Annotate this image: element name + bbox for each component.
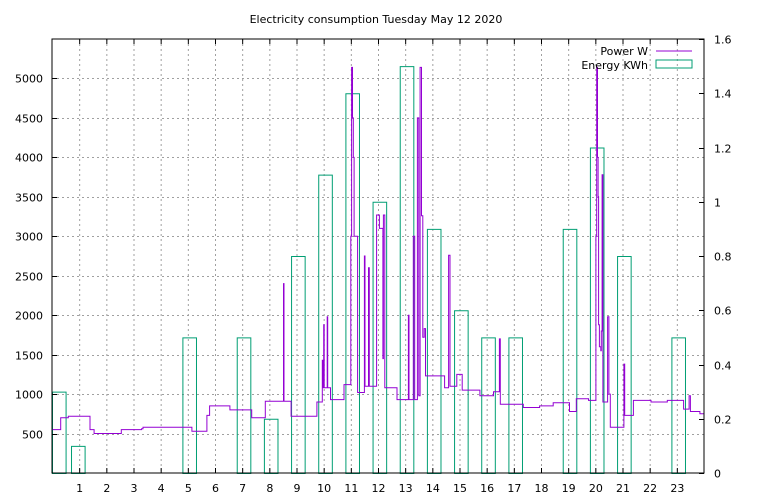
x-tick-label: 18	[535, 482, 549, 495]
energy-bar	[318, 174, 333, 474]
energy-bar	[263, 418, 279, 474]
x-tick-label: 20	[589, 482, 603, 495]
energy-bar	[236, 337, 252, 474]
y-left-tick-label: 2000	[15, 310, 43, 323]
x-tick-label: 6	[212, 482, 219, 495]
x-tick-label: 9	[294, 482, 301, 495]
y-left-tick-label: 1000	[15, 389, 43, 402]
x-tick-label: 8	[266, 482, 273, 495]
chart-title: Electricity consumption Tuesday May 12 2…	[250, 13, 503, 26]
y-left-tick-label: 4500	[15, 113, 43, 126]
y-right-tick-label: 0.6	[714, 305, 732, 318]
y-left-tick-label: 3500	[15, 192, 43, 205]
energy-bar	[182, 337, 197, 474]
x-tick-label: 19	[562, 482, 576, 495]
y-left-tick-label: 500	[22, 429, 43, 442]
energy-bar	[481, 337, 496, 474]
y-axis-left: 500 1000 1500 2000 2500 3000 3500 4000 4500 5000	[15, 73, 57, 442]
legend-label-energy: Energy KWh	[581, 59, 648, 72]
x-axis: 1 2 3 4 5 6 7 8 9 10 11 12 13 14 15 16 17 18 19 20 21 22 23	[76, 39, 684, 495]
x-tick-label: 2	[103, 482, 110, 495]
x-tick-label: 21	[616, 482, 630, 495]
energy-bar	[291, 256, 306, 474]
y-left-tick-label: 5000	[15, 73, 43, 86]
x-tick-label: 17	[507, 482, 521, 495]
x-tick-label: 12	[372, 482, 386, 495]
legend: Power W Energy KWh	[581, 45, 693, 72]
energy-bar	[52, 391, 67, 474]
x-tick-label: 13	[399, 482, 413, 495]
y-right-tick-label: 0.2	[714, 414, 732, 427]
y-right-tick-label: 0	[714, 468, 721, 481]
x-tick-label: 23	[670, 482, 684, 495]
energy-bar	[71, 445, 86, 474]
x-tick-label: 3	[131, 482, 138, 495]
x-tick-label: 22	[643, 482, 657, 495]
energy-bar	[426, 228, 442, 474]
x-tick-label: 16	[480, 482, 494, 495]
energy-bar	[562, 228, 578, 474]
x-tick-label: 7	[239, 482, 246, 495]
power-series	[52, 66, 704, 434]
x-tick-label: 11	[344, 482, 358, 495]
legend-swatch-energy	[655, 59, 693, 69]
y-axis-right: 0 0.2 0.4 0.6 0.8 1 1.2 1.4 1.6	[699, 34, 732, 481]
x-tick-label: 4	[158, 482, 165, 495]
x-tick-label: 15	[453, 482, 467, 495]
y-left-tick-label: 4000	[15, 152, 43, 165]
y-left-tick-label: 2500	[15, 271, 43, 284]
energy-bar	[508, 337, 523, 474]
energy-bar	[454, 310, 469, 474]
power-line	[52, 66, 704, 434]
y-right-tick-label: 0.8	[714, 251, 732, 264]
x-tick-label: 10	[317, 482, 331, 495]
x-tick-label: 5	[185, 482, 192, 495]
y-right-tick-label: 1.4	[714, 88, 732, 101]
y-right-tick-label: 1.2	[714, 143, 732, 156]
x-tick-label: 14	[426, 482, 440, 495]
x-tick-label: 1	[76, 482, 83, 495]
energy-bar	[399, 66, 415, 474]
y-right-tick-label: 0.4	[714, 360, 732, 373]
y-right-tick-label: 1.6	[714, 34, 732, 47]
y-right-tick-label: 1	[714, 197, 721, 210]
y-left-tick-label: 3000	[15, 231, 43, 244]
y-left-tick-label: 1500	[15, 350, 43, 363]
legend-label-power: Power W	[600, 45, 648, 58]
grid-lines	[52, 39, 704, 473]
